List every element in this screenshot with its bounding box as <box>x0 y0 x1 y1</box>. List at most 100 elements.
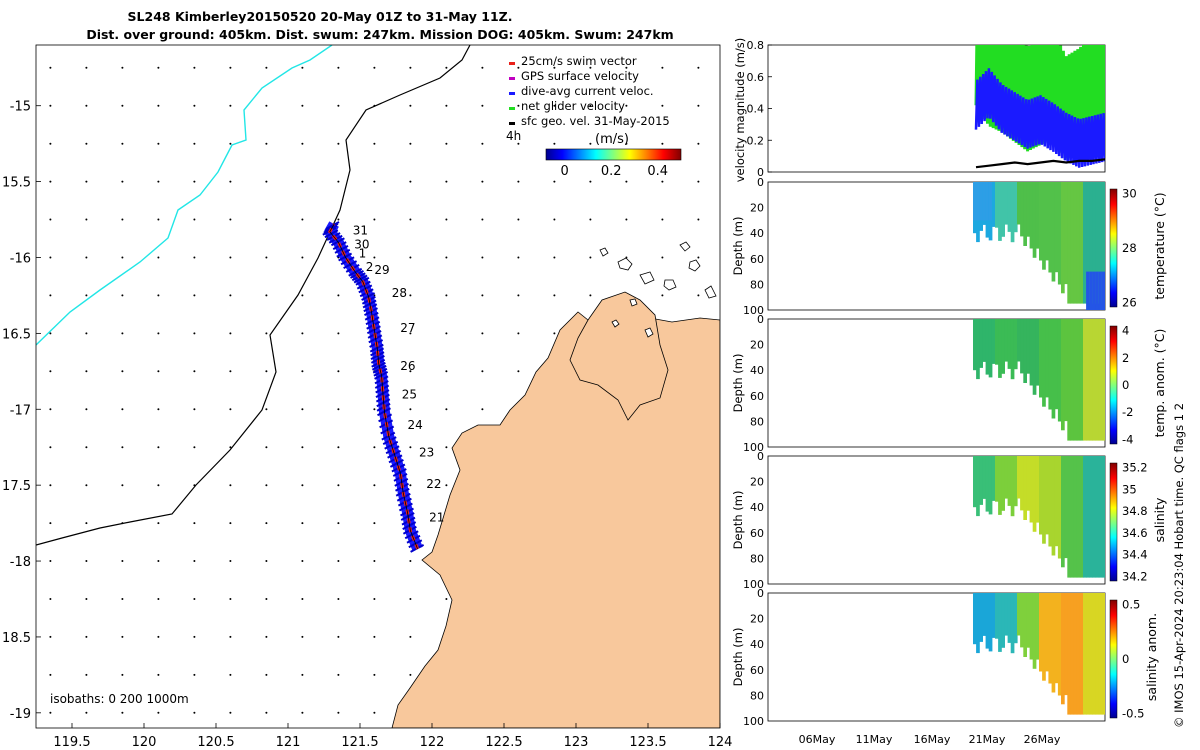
day-label: 1 <box>359 247 367 261</box>
quiver-dot <box>445 408 448 411</box>
title-line-1: SL248 Kimberley20150520 20-May 01Z to 31… <box>127 9 513 24</box>
colorbar-tick-label: 35 <box>1122 482 1137 496</box>
section-cell <box>1017 319 1021 362</box>
quiver-dot <box>409 673 412 676</box>
depth-tick-label: 0 <box>757 176 764 189</box>
section-cell <box>973 319 977 371</box>
quiver-dot <box>445 104 448 107</box>
quiver-dot <box>265 104 268 107</box>
colorbar-tick-label: 34.8 <box>1122 504 1148 518</box>
section-cell <box>1039 593 1043 672</box>
section-cell <box>1086 593 1090 715</box>
quiver-dot <box>49 142 52 145</box>
quiver-dot <box>589 66 592 69</box>
section-cell <box>1035 182 1040 249</box>
quiver-dot <box>337 598 340 600</box>
colorbar-tick-label: 34.4 <box>1122 548 1148 562</box>
section-cell <box>1064 593 1068 696</box>
quiver-dot <box>193 180 196 183</box>
quiver-dot <box>157 66 160 69</box>
section-cell <box>1020 593 1024 648</box>
day-label: 2 <box>366 260 374 274</box>
section-cell <box>1023 456 1027 520</box>
quiver-dot <box>121 332 124 335</box>
colorbar-label: salinity <box>1152 497 1167 542</box>
section-cell <box>1032 456 1037 532</box>
current-vector <box>368 334 383 344</box>
legend-label: sfc geo. vel. 31-May-2015 <box>521 114 670 128</box>
section-cell <box>1045 456 1049 535</box>
quiver-dot <box>445 256 448 259</box>
section-cell <box>1079 456 1084 578</box>
section-cell <box>1092 271 1097 310</box>
quiver-dot <box>337 408 340 411</box>
map-x-ticks: 119.5 120 120.5 121 121.5 122 122.5 123 123.5 124 <box>53 723 732 750</box>
quiver-dot <box>265 180 268 183</box>
section-colorbar <box>1109 599 1118 719</box>
section-cell <box>1023 182 1027 246</box>
quiver-dot <box>661 66 664 69</box>
quiver-dot <box>85 294 88 297</box>
section-cell <box>973 182 977 221</box>
current-vector <box>369 343 384 353</box>
quiver-dot <box>373 66 376 69</box>
quiver-dot <box>517 66 520 69</box>
section-cell <box>1048 182 1053 273</box>
section-cell <box>1067 182 1071 304</box>
quiver-dot <box>49 446 52 449</box>
quiver-dot <box>661 294 664 297</box>
colorbar-tick-label: 0.2 <box>601 164 622 178</box>
quiver-dot <box>229 142 232 145</box>
section-cell <box>1004 456 1009 499</box>
time-tick-label: 21May <box>969 733 1006 746</box>
quiver-dot <box>49 332 52 335</box>
colorbar-tick-label: 34.6 <box>1122 526 1148 540</box>
section-cell <box>976 456 980 517</box>
section-cell <box>1042 456 1046 544</box>
quiver-dot <box>409 332 412 335</box>
section-cell <box>998 182 1002 241</box>
quiver-dot <box>409 408 412 411</box>
day-label: 28 <box>392 286 407 300</box>
section-cell <box>1045 593 1049 672</box>
colorbar-tick-label: 0 <box>1122 652 1129 666</box>
quiver-dot <box>49 598 52 600</box>
depth-tick-label: 20 <box>750 339 764 352</box>
quiver-dot <box>373 673 376 676</box>
quiver-dot <box>301 673 304 676</box>
quiver-dot <box>697 218 700 221</box>
section-cell <box>1092 456 1097 578</box>
section-cell <box>1067 456 1071 578</box>
map-legend: 25cm/s swim vector GPS surface velocity … <box>507 54 670 129</box>
x-tick-label: 119.5 <box>53 735 90 750</box>
quiver-dot <box>481 408 484 411</box>
quiver-dot <box>517 218 520 221</box>
section-cell <box>1073 319 1078 441</box>
section-cell <box>995 593 999 639</box>
legend-item-swim-vector: 25cm/s swim vector <box>507 54 670 69</box>
velocity-ylabel: velocity magnitude (m/s) <box>733 38 747 183</box>
velocity-tick-label: 0.2 <box>747 134 765 147</box>
quiver-dot <box>229 598 232 600</box>
quiver-dot <box>553 256 556 259</box>
quiver-dot <box>85 484 88 487</box>
quiver-dot <box>409 484 412 487</box>
section-cell <box>1076 456 1081 578</box>
quiver-dot <box>553 180 556 183</box>
quiver-dot <box>49 294 52 297</box>
depth-tick-label: 80 <box>750 278 764 291</box>
section-cell <box>979 456 983 505</box>
section-cell <box>1029 456 1034 523</box>
depth-tick-label: 100 <box>743 715 764 728</box>
section-colorbar <box>1109 188 1118 308</box>
quiver-dot <box>445 598 448 600</box>
quiver-dot <box>517 256 520 259</box>
quiver-dot <box>121 598 124 600</box>
depth-tick-label: 40 <box>750 364 764 377</box>
section-cell <box>1017 593 1021 636</box>
section-cell <box>1089 182 1093 304</box>
section-cell <box>1013 182 1018 233</box>
day-label: 27 <box>400 321 415 335</box>
quiver-dot <box>373 635 376 638</box>
quiver-dot <box>589 104 592 107</box>
